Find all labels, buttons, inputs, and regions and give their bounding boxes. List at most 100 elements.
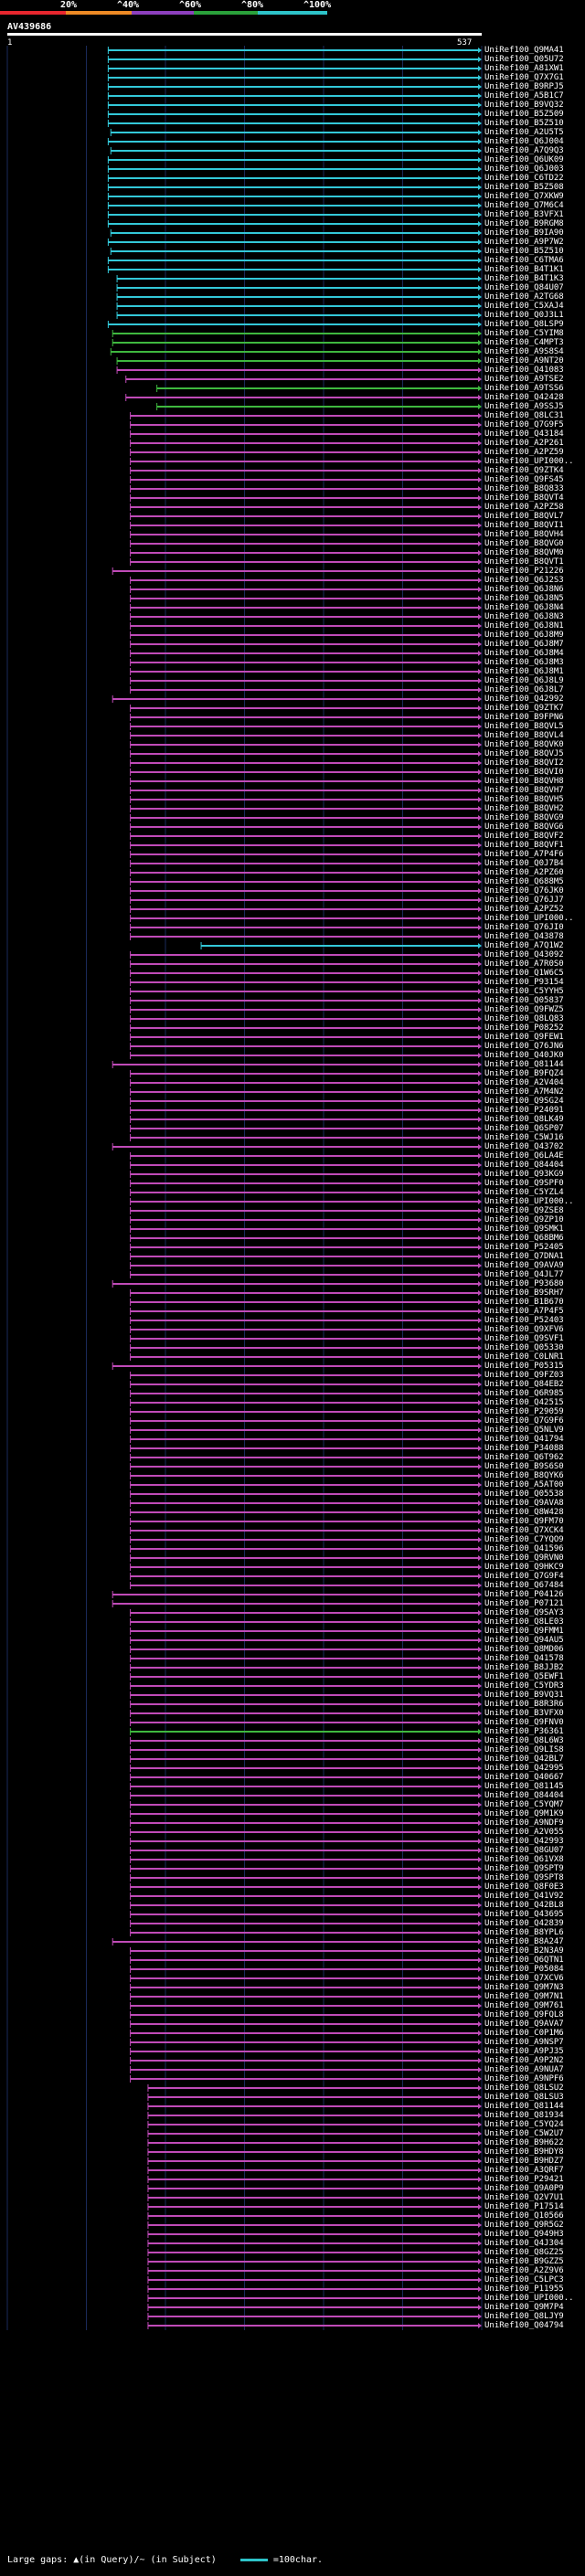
hit-label[interactable]: UniRef100_Q7M6C4	[484, 201, 564, 210]
hit-label[interactable]: UniRef100_Q41596	[484, 1544, 564, 1553]
hit-label[interactable]: UniRef100_Q9M7P4	[484, 2303, 564, 2312]
hit-label[interactable]: UniRef100_Q81144	[484, 2102, 564, 2111]
hit-label[interactable]: UniRef100_Q7X7G1	[484, 73, 564, 82]
hit-label[interactable]: UniRef100_Q9XFV6	[484, 1325, 564, 1334]
hit-label[interactable]: UniRef100_A2TG68	[484, 292, 564, 302]
hit-label[interactable]: UniRef100_B9VQ31	[484, 1691, 564, 1700]
hit-label[interactable]: UniRef100_Q40JK0	[484, 1051, 564, 1060]
hit-label[interactable]: UniRef100_Q9SPT8	[484, 1873, 564, 1882]
hit-label[interactable]: UniRef100_Q6SP07	[484, 1124, 564, 1133]
hit-label[interactable]: UniRef100_Q7XCV6	[484, 1974, 564, 1983]
hit-label[interactable]: UniRef100_A7Q1W2	[484, 941, 564, 950]
hit-label[interactable]: UniRef100_B3VFX1	[484, 210, 564, 219]
hit-label[interactable]: UniRef100_B8QVH5	[484, 795, 564, 804]
hit-label[interactable]: UniRef100_B8QVT1	[484, 557, 564, 567]
hit-label[interactable]: UniRef100_Q9FM70	[484, 1517, 564, 1526]
hit-label[interactable]: UniRef100_A9NSP7	[484, 2038, 564, 2047]
hit-label[interactable]: UniRef100_P24091	[484, 1106, 564, 1115]
hit-label[interactable]: UniRef100_B8QVM0	[484, 548, 564, 557]
hit-label[interactable]: UniRef100_B9VQ32	[484, 101, 564, 110]
hit-label[interactable]: UniRef100_Q6J003	[484, 164, 564, 174]
hit-label[interactable]: UniRef100_Q9SPT9	[484, 1864, 564, 1873]
hit-label[interactable]: UniRef100_Q93KG9	[484, 1170, 564, 1179]
hit-label[interactable]: UniRef100_C5YZL4	[484, 1188, 564, 1197]
hit-label[interactable]: UniRef100_C5WJ16	[484, 1133, 564, 1142]
hit-label[interactable]: UniRef100_A2PZ59	[484, 448, 564, 457]
hit-label[interactable]: UniRef100_Q43695	[484, 1910, 564, 1919]
hit-label[interactable]: UniRef100_B9SRH7	[484, 1288, 564, 1298]
hit-label[interactable]: UniRef100_B8JJB2	[484, 1663, 564, 1672]
hit-label[interactable]: UniRef100_Q688M5	[484, 877, 564, 886]
hit-label[interactable]: UniRef100_A7M4N2	[484, 1087, 564, 1097]
hit-label[interactable]: UniRef100_Q43702	[484, 1142, 564, 1151]
hit-label[interactable]: UniRef100_Q6J8M9	[484, 631, 564, 640]
hit-label[interactable]: UniRef100_C5W2U7	[484, 2129, 564, 2138]
hit-label[interactable]: UniRef100_Q8LSU2	[484, 2083, 564, 2093]
hit-label[interactable]: UniRef100_Q6LA4E	[484, 1151, 564, 1161]
hit-label[interactable]: UniRef100_Q6J8N5	[484, 594, 564, 603]
hit-label[interactable]: UniRef100_B2N3A9	[484, 1946, 564, 1956]
hit-label[interactable]: UniRef100_P34088	[484, 1444, 564, 1453]
hit-label[interactable]: UniRef100_Q05U72	[484, 55, 564, 64]
hit-label[interactable]: UniRef100_Q40667	[484, 1773, 564, 1782]
hit-label[interactable]: UniRef100_Q42BL7	[484, 1754, 564, 1764]
hit-label[interactable]: UniRef100_B8QVH8	[484, 777, 564, 786]
hit-label[interactable]: UniRef100_Q9M1K9	[484, 1809, 564, 1818]
hit-label[interactable]: UniRef100_Q8GZ25	[484, 2248, 564, 2257]
hit-label[interactable]: UniRef100_B8QVH4	[484, 530, 564, 539]
hit-label[interactable]: UniRef100_Q7DNA1	[484, 1252, 564, 1261]
hit-label[interactable]: UniRef100_Q4J304	[484, 2239, 564, 2248]
hit-label[interactable]: UniRef100_B4T1K3	[484, 274, 564, 283]
hit-label[interactable]: UniRef100_Q6T962	[484, 1453, 564, 1462]
hit-label[interactable]: UniRef100_Q6J8M4	[484, 649, 564, 658]
hit-label[interactable]: UniRef100_Q9FNV0	[484, 1718, 564, 1727]
hit-label[interactable]: UniRef100_Q9SG24	[484, 1097, 564, 1106]
hit-label[interactable]: UniRef100_Q41578	[484, 1654, 564, 1663]
hit-label[interactable]: UniRef100_Q9FZ03	[484, 1371, 564, 1380]
hit-label[interactable]: UniRef100_Q6J8N6	[484, 585, 564, 594]
hit-label[interactable]: UniRef100_Q81934	[484, 2111, 564, 2120]
hit-label[interactable]: UniRef100_P04126	[484, 1590, 564, 1599]
hit-label[interactable]: UniRef100_A9NT20	[484, 356, 564, 366]
hit-label[interactable]: UniRef100_Q42993	[484, 1837, 564, 1846]
hit-label[interactable]: UniRef100_B8QVT4	[484, 493, 564, 503]
hit-label[interactable]: UniRef100_A7P4F6	[484, 850, 564, 859]
hit-label[interactable]: UniRef100_Q6QTN1	[484, 1956, 564, 1965]
hit-label[interactable]: UniRef100_Q9ZTK7	[484, 704, 564, 713]
hit-label[interactable]: UniRef100_Q949H3	[484, 2230, 564, 2239]
hit-label[interactable]: UniRef100_Q68BM6	[484, 1234, 564, 1243]
hit-label[interactable]: UniRef100_Q6J8N4	[484, 603, 564, 612]
hit-label[interactable]: UniRef100_Q9SVF1	[484, 1334, 564, 1343]
hit-label[interactable]: UniRef100_A9P7W2	[484, 238, 564, 247]
hit-label[interactable]: UniRef100_Q6J8M7	[484, 640, 564, 649]
hit-label[interactable]: UniRef100_B3VFX0	[484, 1709, 564, 1718]
hit-label[interactable]: UniRef100_Q61VX8	[484, 1855, 564, 1864]
hit-label[interactable]: UniRef100_P93680	[484, 1279, 564, 1288]
hit-label[interactable]: UniRef100_A9NUA7	[484, 2065, 564, 2074]
hit-label[interactable]: UniRef100_Q43092	[484, 950, 564, 959]
hit-label[interactable]: UniRef100_C5YDR3	[484, 1681, 564, 1691]
hit-label[interactable]: UniRef100_C6TD22	[484, 174, 564, 183]
hit-label[interactable]: UniRef100_Q42992	[484, 694, 564, 704]
hit-label[interactable]: UniRef100_C5YIM8	[484, 329, 564, 338]
hit-label[interactable]: UniRef100_Q9SMK1	[484, 1224, 564, 1234]
hit-label[interactable]: UniRef100_B8QVI2	[484, 758, 564, 768]
hit-label[interactable]: UniRef100_P17514	[484, 2202, 564, 2211]
hit-label[interactable]: UniRef100_P52403	[484, 1316, 564, 1325]
hit-label[interactable]: UniRef100_B9H622	[484, 2138, 564, 2147]
hit-label[interactable]: UniRef100_Q9AVA7	[484, 2019, 564, 2029]
hit-label[interactable]: UniRef100_Q10566	[484, 2211, 564, 2221]
hit-label[interactable]: UniRef100_Q0J3L1	[484, 311, 564, 320]
hit-label[interactable]: UniRef100_B8QVL7	[484, 512, 564, 521]
hit-label[interactable]: UniRef100_A2PZ52	[484, 905, 564, 914]
hit-label[interactable]: UniRef100_C5YQM7	[484, 1800, 564, 1809]
hit-label[interactable]: UniRef100_Q9LIS8	[484, 1745, 564, 1754]
hit-label[interactable]: UniRef100_Q0J7B4	[484, 859, 564, 868]
hit-label[interactable]: UniRef100_A2PZ58	[484, 503, 564, 512]
hit-label[interactable]: UniRef100_Q6J8L9	[484, 676, 564, 685]
hit-label[interactable]: UniRef100_Q43878	[484, 932, 564, 941]
hit-label[interactable]: UniRef100_B8QVH2	[484, 804, 564, 813]
hit-label[interactable]: UniRef100_Q6J8N1	[484, 621, 564, 631]
hit-label[interactable]: UniRef100_B9RPJ5	[484, 82, 564, 91]
hit-label[interactable]: UniRef100_Q84EB2	[484, 1380, 564, 1389]
